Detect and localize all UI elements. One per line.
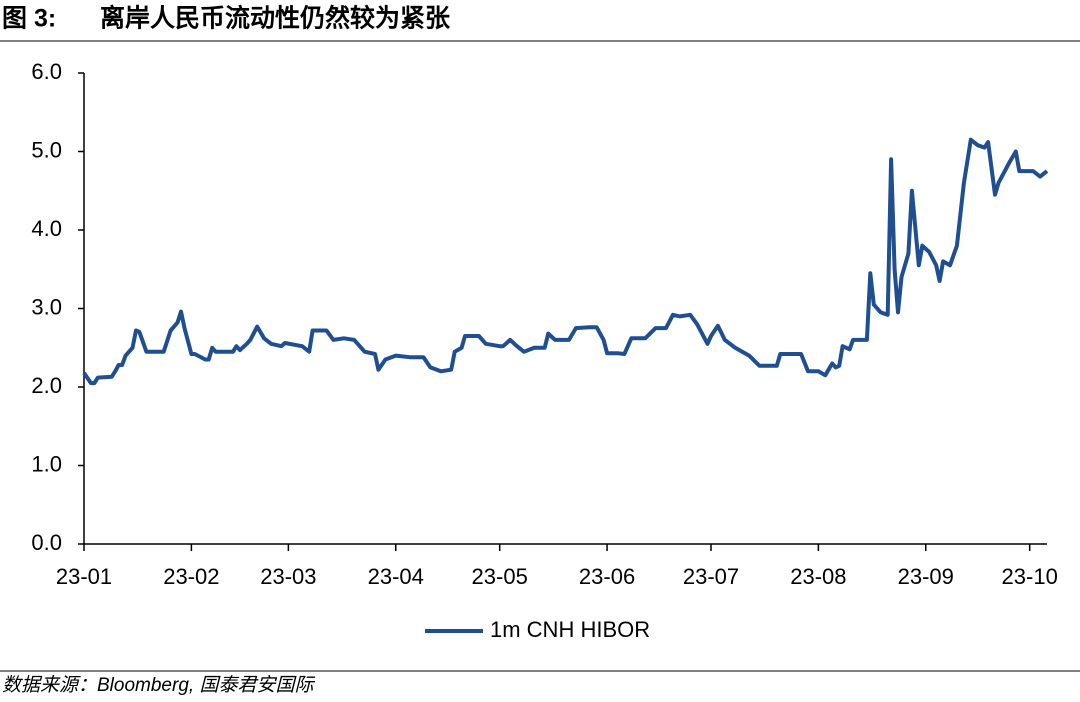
y-tick-label: 6.0	[31, 59, 62, 84]
y-tick-label: 4.0	[31, 216, 62, 241]
source-note: 数据来源：Bloomberg, 国泰君安国际	[2, 675, 315, 696]
x-tick-label: 23-10	[1002, 564, 1058, 589]
x-tick-label: 23-05	[472, 564, 528, 589]
x-tick-label: 23-01	[56, 564, 112, 589]
x-tick-label: 23-06	[579, 564, 635, 589]
y-tick-label: 3.0	[31, 294, 62, 319]
x-tick-label: 23-08	[790, 564, 846, 589]
chart-title: 离岸人民币流动性仍然较为紧张	[100, 4, 451, 33]
figure-label: 图 3:	[2, 5, 56, 33]
data-line	[82, 137, 1049, 386]
x-tick-label: 23-02	[163, 564, 219, 589]
x-tick-label: 23-04	[368, 564, 424, 589]
x-tick-label: 23-07	[683, 564, 739, 589]
x-tick-label: 23-03	[260, 564, 316, 589]
legend-label: 1m CNH HIBOR	[490, 617, 650, 642]
y-tick-label: 5.0	[31, 137, 62, 162]
y-tick-label: 2.0	[31, 373, 62, 398]
y-tick-label: 1.0	[31, 451, 62, 476]
x-tick-label: 23-09	[898, 564, 954, 589]
y-tick-label: 0.0	[31, 530, 62, 555]
